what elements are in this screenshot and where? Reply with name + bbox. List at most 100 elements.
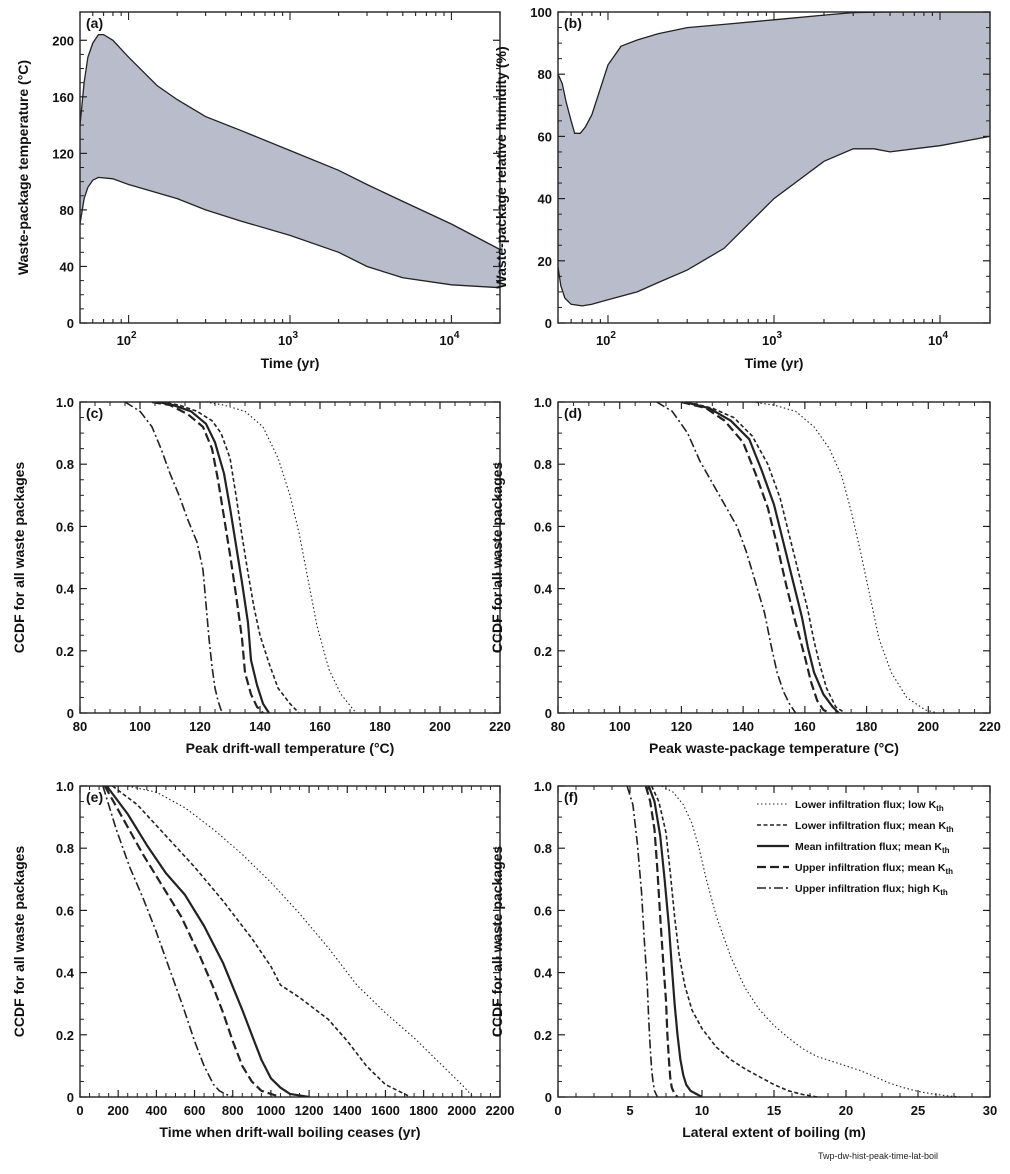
x-tick-label: 0	[76, 1103, 83, 1118]
plot-area-d	[656, 402, 938, 713]
x-tick-exponent: 4	[454, 330, 460, 341]
x-tick-label: 102	[117, 330, 137, 348]
y-tick-label: 0.8	[56, 457, 74, 472]
series-line-d-2	[687, 402, 846, 713]
plot-area-a	[80, 33, 500, 289]
x-tick-label: 1000	[256, 1103, 285, 1118]
panel-f: 0 0.2 0.4 0.6 0.8 1.0 0 5 10 15 20 25 30 Lateral exte…	[489, 779, 997, 1140]
plot-area-f	[626, 786, 962, 1097]
y-tick-label: 0.8	[56, 841, 74, 856]
series-line-f-4	[644, 786, 679, 1097]
legend-label-2: Lower infiltration flux; mean Kth	[795, 820, 954, 834]
series-line-d-5	[656, 402, 797, 713]
x-tick-label: 100	[129, 719, 151, 734]
x-tick-label: 180	[856, 719, 878, 734]
x-tick-label: 25	[911, 1103, 925, 1118]
x-tick-exponent: 2	[610, 330, 616, 341]
x-tick-label: 80	[73, 719, 87, 734]
panel-label: (b)	[564, 15, 582, 31]
x-tick-label: 200	[107, 1103, 129, 1118]
legend-subscript: th	[940, 888, 948, 897]
x-tick-label: 1400	[333, 1103, 362, 1118]
panel-d: 0 0.2 0.4 0.6 0.8 1.0 80 100 120 140 160 180 200 220 P…	[489, 395, 1001, 756]
x-tick-exponent: 3	[292, 330, 298, 341]
x-tick-label: 1800	[409, 1103, 438, 1118]
x-tick-label: 800	[222, 1103, 244, 1118]
y-tick-label: 0.6	[56, 519, 74, 534]
y-tick-label: 0.4	[534, 966, 553, 981]
x-tick-label: 30	[983, 1103, 997, 1118]
plot-frame-f	[557, 785, 991, 1098]
legend-subscript: th	[946, 867, 954, 876]
y-tick-label: 0	[67, 316, 74, 331]
y-tick-label: 0.8	[534, 457, 552, 472]
y-tick-label: 0	[67, 706, 74, 721]
x-tick-label: 160	[309, 719, 331, 734]
legend-subscript: th	[942, 846, 950, 855]
y-tick-label: 0.4	[56, 582, 75, 597]
y-axis-label: Waste-package relative humidity (%)	[493, 46, 509, 288]
panel-label: (f)	[564, 789, 578, 805]
legend-label-1: Lower infiltration flux; low Kth	[795, 799, 944, 813]
x-axis-label: Peak waste-package temperature (°C)	[649, 740, 899, 756]
x-tick-label: 104	[928, 330, 948, 348]
y-tick-label: 20	[538, 254, 552, 269]
series-line-d-4	[681, 402, 830, 713]
y-tick-label: 80	[538, 67, 552, 82]
series-line-e-4	[103, 786, 281, 1097]
y-tick-label: 0.2	[56, 1028, 74, 1043]
y-tick-label: 0.2	[56, 644, 74, 659]
panel-label: (d)	[564, 405, 582, 421]
series-line-f-2	[650, 786, 818, 1097]
x-tick-label: 10	[695, 1103, 709, 1118]
legend-label-4: Upper infiltration flux; mean Kth	[795, 862, 953, 876]
x-tick-label: 20	[839, 1103, 853, 1118]
x-tick-label: 103	[762, 330, 782, 348]
x-tick-label: 200	[429, 719, 451, 734]
series-line-c-2	[160, 402, 300, 713]
x-tick-label: 120	[189, 719, 211, 734]
range-band-a	[80, 34, 500, 288]
y-axis-label: Waste-package temperature (°C)	[15, 60, 31, 275]
x-tick-label: 200	[917, 719, 939, 734]
x-tick-exponent: 4	[942, 330, 948, 341]
y-tick-label: 40	[60, 259, 74, 274]
y-axis-label: CCDF for all waste packages	[11, 462, 27, 654]
series-line-e-1	[127, 786, 474, 1097]
x-tick-label: 2000	[447, 1103, 476, 1118]
panel-c: 0 0.2 0.4 0.6 0.8 1.0 80 100 120 140 160 180 200 220 P…	[11, 395, 511, 756]
y-tick-label: 0.4	[534, 582, 553, 597]
x-tick-label: 15	[767, 1103, 781, 1118]
figure-id-caption: Twp-dw-hist-peak-time-lat-boil	[818, 1151, 939, 1161]
upper-bound-line-b	[558, 12, 990, 134]
x-tick-label: 80	[551, 719, 565, 734]
plot-frame-c	[79, 401, 501, 714]
panel-label: (e)	[86, 789, 103, 805]
y-tick-label: 1.0	[534, 395, 552, 410]
series-line-e-5	[102, 786, 234, 1097]
x-tick-label: 120	[671, 719, 693, 734]
x-axis-label: Lateral extent of boiling (m)	[682, 1124, 866, 1140]
y-axis-label: CCDF for all waste packages	[489, 846, 505, 1038]
panel-label: (c)	[86, 405, 103, 421]
x-tick-label: 1200	[295, 1103, 324, 1118]
y-axis-label: CCDF for all waste packages	[489, 462, 505, 654]
x-tick-label: 220	[489, 719, 511, 734]
series-line-f-5	[626, 786, 659, 1097]
upper-bound-line-a	[80, 33, 500, 251]
plot-frame-e	[79, 785, 501, 1098]
y-tick-label: 0.6	[534, 903, 552, 918]
x-tick-label: 160	[794, 719, 816, 734]
y-tick-label: 0	[545, 706, 552, 721]
y-axis-label: CCDF for all waste packages	[11, 846, 27, 1038]
x-tick-exponent: 3	[776, 330, 782, 341]
x-tick-label: 220	[979, 719, 1001, 734]
y-tick-label: 0.4	[56, 966, 75, 981]
y-tick-label: 1.0	[56, 779, 74, 794]
legend: Lower infiltration flux; low Kth Lower in…	[757, 799, 954, 897]
x-axis-label: Time (yr)	[261, 355, 320, 371]
x-tick-exponent: 2	[131, 330, 137, 341]
x-tick-label: 102	[596, 330, 616, 348]
y-tick-label: 200	[52, 33, 74, 48]
